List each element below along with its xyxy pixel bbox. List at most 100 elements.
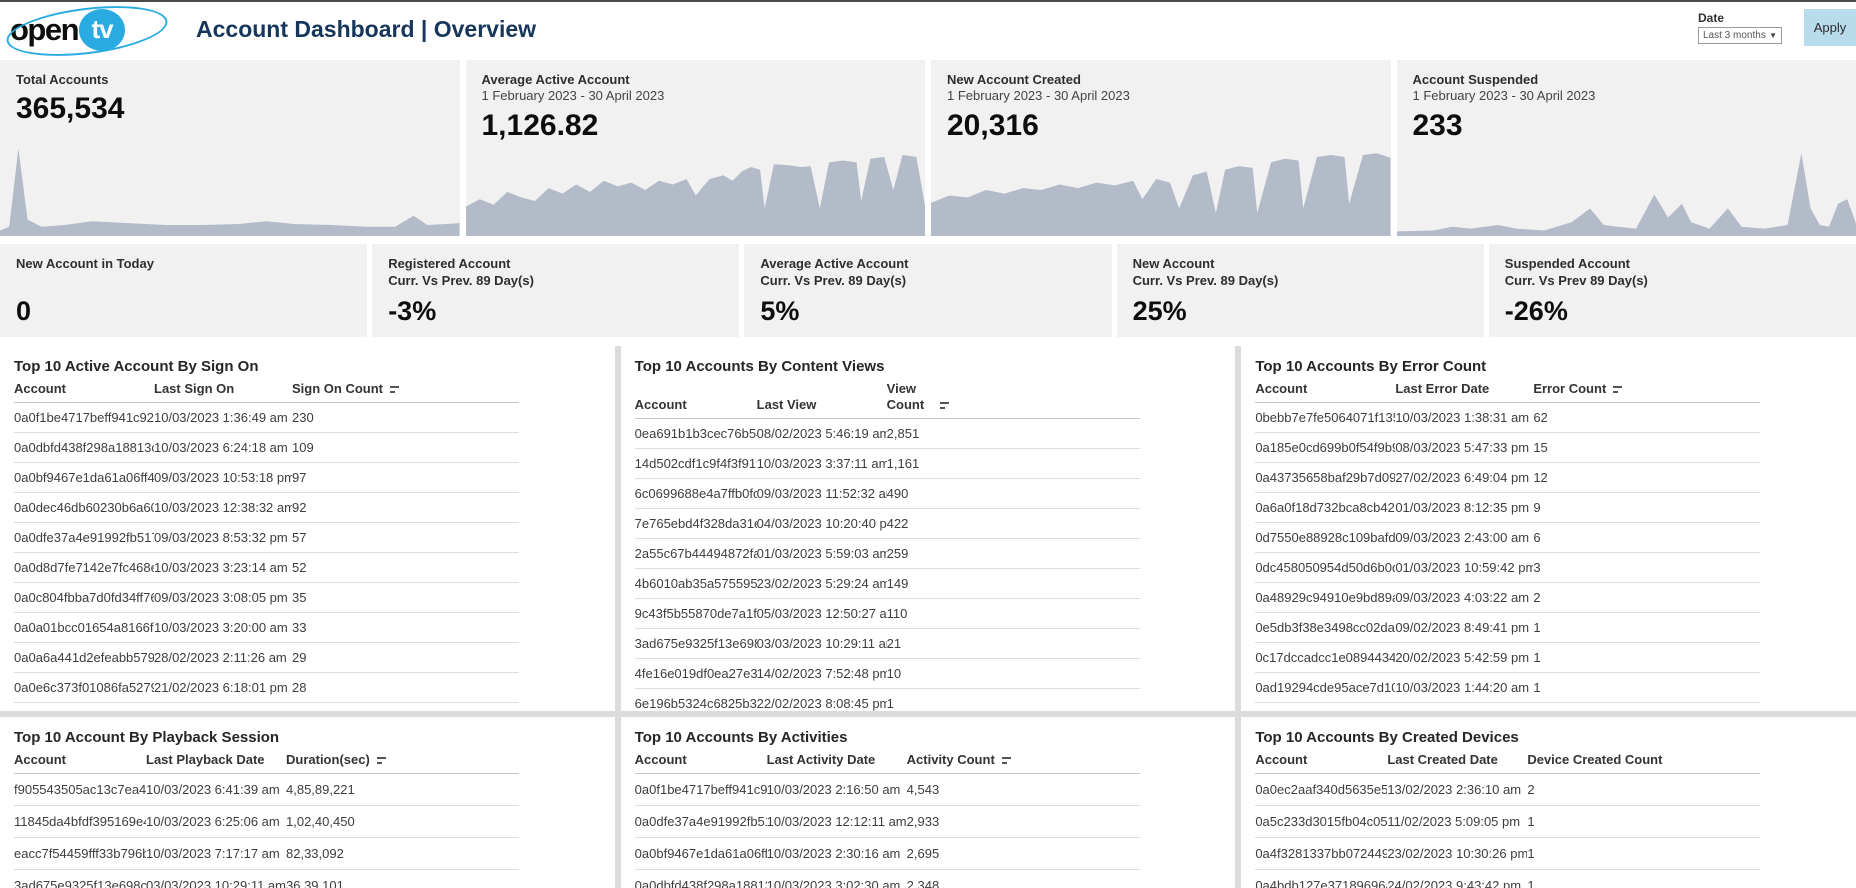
column-header-label: Sign On Count <box>292 381 383 396</box>
sparkline-chart <box>0 148 460 236</box>
date-cell: 10/03/2023 7:17:17 am <box>146 846 280 861</box>
sort-icon[interactable] <box>389 385 400 394</box>
date-cell: 10/03/2023 6:41:39 am <box>146 782 280 797</box>
logo-tv-icon: tv <box>79 8 126 51</box>
table-row: 3ad675e9325f13e698ca..03/03/2023 10:29:1… <box>14 870 519 888</box>
count-cell: 2,695 <box>906 846 940 861</box>
account-id-cell: 0dc458050954d50d6b0d7.. <box>1255 560 1395 575</box>
table-row: 0a0f1be4717beff941c921.. 10/03/2023 1:36:… <box>14 403 519 433</box>
date-cell: 23/02/2023 10:30:26 pm <box>1387 846 1528 861</box>
tables-grid: Top 10 Active Account By Sign On Account L… <box>0 346 1856 888</box>
table-row: 4fe16e019df0ea27e3d..14/02/2023 7:52:48 … <box>634 659 1140 690</box>
count-cell: 1 <box>1533 650 1541 665</box>
date-cell: 10/03/2023 3:37:11 am <box>756 456 887 472</box>
table-panel-2: Top 10 Accounts By Error Count Account Las… <box>1241 346 1856 711</box>
column-header-label: Last Error Date <box>1395 381 1490 396</box>
account-id-cell: 0a0bf9467e1da61a06ff48.. <box>14 470 154 485</box>
logo-open-text: open <box>10 12 80 47</box>
count-cell: 4,543 <box>906 782 940 797</box>
account-id-cell: 0a0dfe37a4e91992fb517.. <box>14 530 154 545</box>
sort-icon[interactable] <box>939 401 950 410</box>
account-id-cell: 0a4bdb127e37189696a98.. <box>1255 878 1387 888</box>
date-cell: 20/02/2023 5:42:59 pm <box>1395 650 1530 665</box>
table-row: 0a185e0cd699b0f54f9b90..08/03/2023 5:47:… <box>1255 433 1761 463</box>
date-cell: 10/03/2023 1:44:20 am <box>1395 680 1530 695</box>
table-row: 0a0dec46db60230b6a60c..10/03/2023 12:38:… <box>14 493 519 523</box>
column-header-label: Duration(sec) <box>286 752 370 767</box>
column-header-label: Account <box>634 397 687 413</box>
count-cell: 2 <box>1527 782 1535 797</box>
sort-icon[interactable] <box>1613 385 1623 394</box>
column-header: Account <box>635 752 767 767</box>
metric-label: Average Active Account <box>760 256 909 271</box>
table-title: Top 10 Accounts By Created Devices <box>1255 729 1519 746</box>
date-range-dropdown[interactable]: Last 3 months ▼ <box>1698 27 1782 44</box>
sort-icon[interactable] <box>376 756 387 765</box>
account-id-cell: 3ad675e9325f13e698ca.. <box>14 878 146 888</box>
sort-icon[interactable] <box>1001 756 1012 765</box>
kpi-value: 365,534 <box>16 92 125 126</box>
table-row: 0a0a01bcc01654a8166fc.. 10/03/2023 3:20:0… <box>14 613 519 643</box>
table-header-row: Account Last Sign On Sign On Count <box>14 381 519 403</box>
column-header: Last Sign On <box>154 381 292 396</box>
metric-sublabel: Curr. Vs Prev 89 Day(s) <box>1504 272 1648 288</box>
date-cell: 14/02/2023 7:52:48 pm <box>756 666 887 682</box>
table-row: 2a55c67b44494872fa.. 01/03/2023 5:59:03 a… <box>634 539 1140 570</box>
account-id-cell: 11845da4bfdf395169e4d.. <box>14 814 146 829</box>
date-cell: 13/02/2023 2:36:10 am <box>1387 782 1522 797</box>
table-row: 0d7550e88928c109bafdeb..09/03/2023 2:43:… <box>1255 523 1761 553</box>
count-cell: 6 <box>1533 530 1541 545</box>
column-header: View Count <box>887 381 1140 412</box>
kpi-date-range: 1 February 2023 - 30 April 2023 <box>1412 88 1596 104</box>
date-cell: 01/03/2023 8:12:35 pm <box>1395 500 1530 515</box>
kpi-label: Account Suspended <box>1412 72 1539 87</box>
kpi-label: New Account Created <box>947 72 1081 87</box>
table-row: 6c0699688e4a7ffb0fcf..09/03/2023 11:52:3… <box>634 479 1140 510</box>
table-title: Top 10 Accounts By Activities <box>634 729 848 746</box>
account-id-cell: 4b6010ab35a5755956.. <box>634 576 757 592</box>
table-row: 0a0bf9467e1da61a06ff4..10/03/2023 2:30:1… <box>634 838 1140 870</box>
account-id-cell: 0a0bf9467e1da61a06ff4.. <box>634 846 767 861</box>
account-id-cell: 0a0dfe37a4e91992fb51.. <box>634 814 767 829</box>
account-id-cell: 0a43735658baf29b7d09c8.. <box>1255 470 1395 485</box>
table-row: 6e196b5324c6825b3e..22/02/2023 8:08:45 p… <box>635 689 1140 711</box>
account-id-cell: 0a6a0f18d732bca8cb42ad.. <box>1255 500 1395 515</box>
count-cell: 2,348 <box>906 878 940 888</box>
table-row: 0a4bdb127e37189696a98..24/02/2023 9:43:4… <box>1255 870 1760 888</box>
date-cell: 04/03/2023 10:20:40 pm <box>756 516 887 532</box>
column-header-label: Account <box>14 381 66 396</box>
account-id-cell: 0ad19294cde95ace7d10f5.. <box>1255 680 1395 695</box>
metric-card: Average Active Account Curr. Vs Prev. 89 … <box>744 244 1112 337</box>
table-row: 0c17dccadcc1e0894434ce..20/02/2023 5:42:… <box>1255 643 1761 673</box>
account-id-cell: 0a4f3281337bb07244944.. <box>1255 846 1387 861</box>
date-cell: 28/02/2023 2:11:26 am <box>154 650 287 665</box>
count-cell: 1 <box>1533 680 1541 695</box>
date-cell: 09/03/2023 11:52:32 am <box>756 486 887 502</box>
account-id-cell: 0c17dccadcc1e0894434ce.. <box>1255 650 1395 665</box>
metric-sublabel: Curr. Vs Prev. 89 Day(s) <box>1132 272 1279 288</box>
kpi-label: Total Accounts <box>16 72 109 87</box>
account-id-cell: 0a0a6a441d2efeabb579d.. <box>14 650 154 665</box>
count-cell: 62 <box>1533 410 1548 425</box>
metric-card-row: New Account in Today 0 Registered Account C… <box>0 244 1856 337</box>
date-range-value: Last 3 months <box>1703 30 1766 41</box>
account-id-cell: 0a0e6c373f01086fa52797.. <box>14 680 154 695</box>
column-header: Last Created Date <box>1387 752 1527 767</box>
apply-button[interactable]: Apply <box>1804 9 1856 46</box>
column-header-label: View Count <box>886 381 925 412</box>
table-row: 0ea691b1b3cec76b54..08/02/2023 5:46:19 a… <box>634 419 1140 450</box>
table-panel-0: Top 10 Active Account By Sign On Account L… <box>0 346 615 711</box>
count-cell: 1 <box>1533 620 1541 635</box>
metric-head: Suspended Account Curr. Vs Prev 89 Day(s) <box>1505 256 1840 292</box>
column-header-label: Account <box>14 752 66 767</box>
column-header: Last Error Date <box>1395 381 1533 396</box>
column-header: Account <box>635 397 757 412</box>
date-cell: 09/03/2023 4:03:22 am <box>1395 590 1530 605</box>
table-row: 7e765ebd4f328da31e.. 04/03/2023 10:20:40 … <box>634 509 1140 540</box>
metric-card: Registered Account Curr. Vs Prev. 89 Day(… <box>372 244 740 337</box>
date-cell: 10/03/2023 1:38:31 am <box>1395 410 1530 425</box>
table-header-row: Account Last Playback Date Duration(sec) <box>14 752 519 774</box>
count-cell: 4,85,89,221 <box>286 782 355 797</box>
table-row: 0a43735658baf29b7d09c8..27/02/2023 6:49:… <box>1255 463 1761 493</box>
date-cell: 10/03/2023 6:25:06 am <box>146 814 280 829</box>
